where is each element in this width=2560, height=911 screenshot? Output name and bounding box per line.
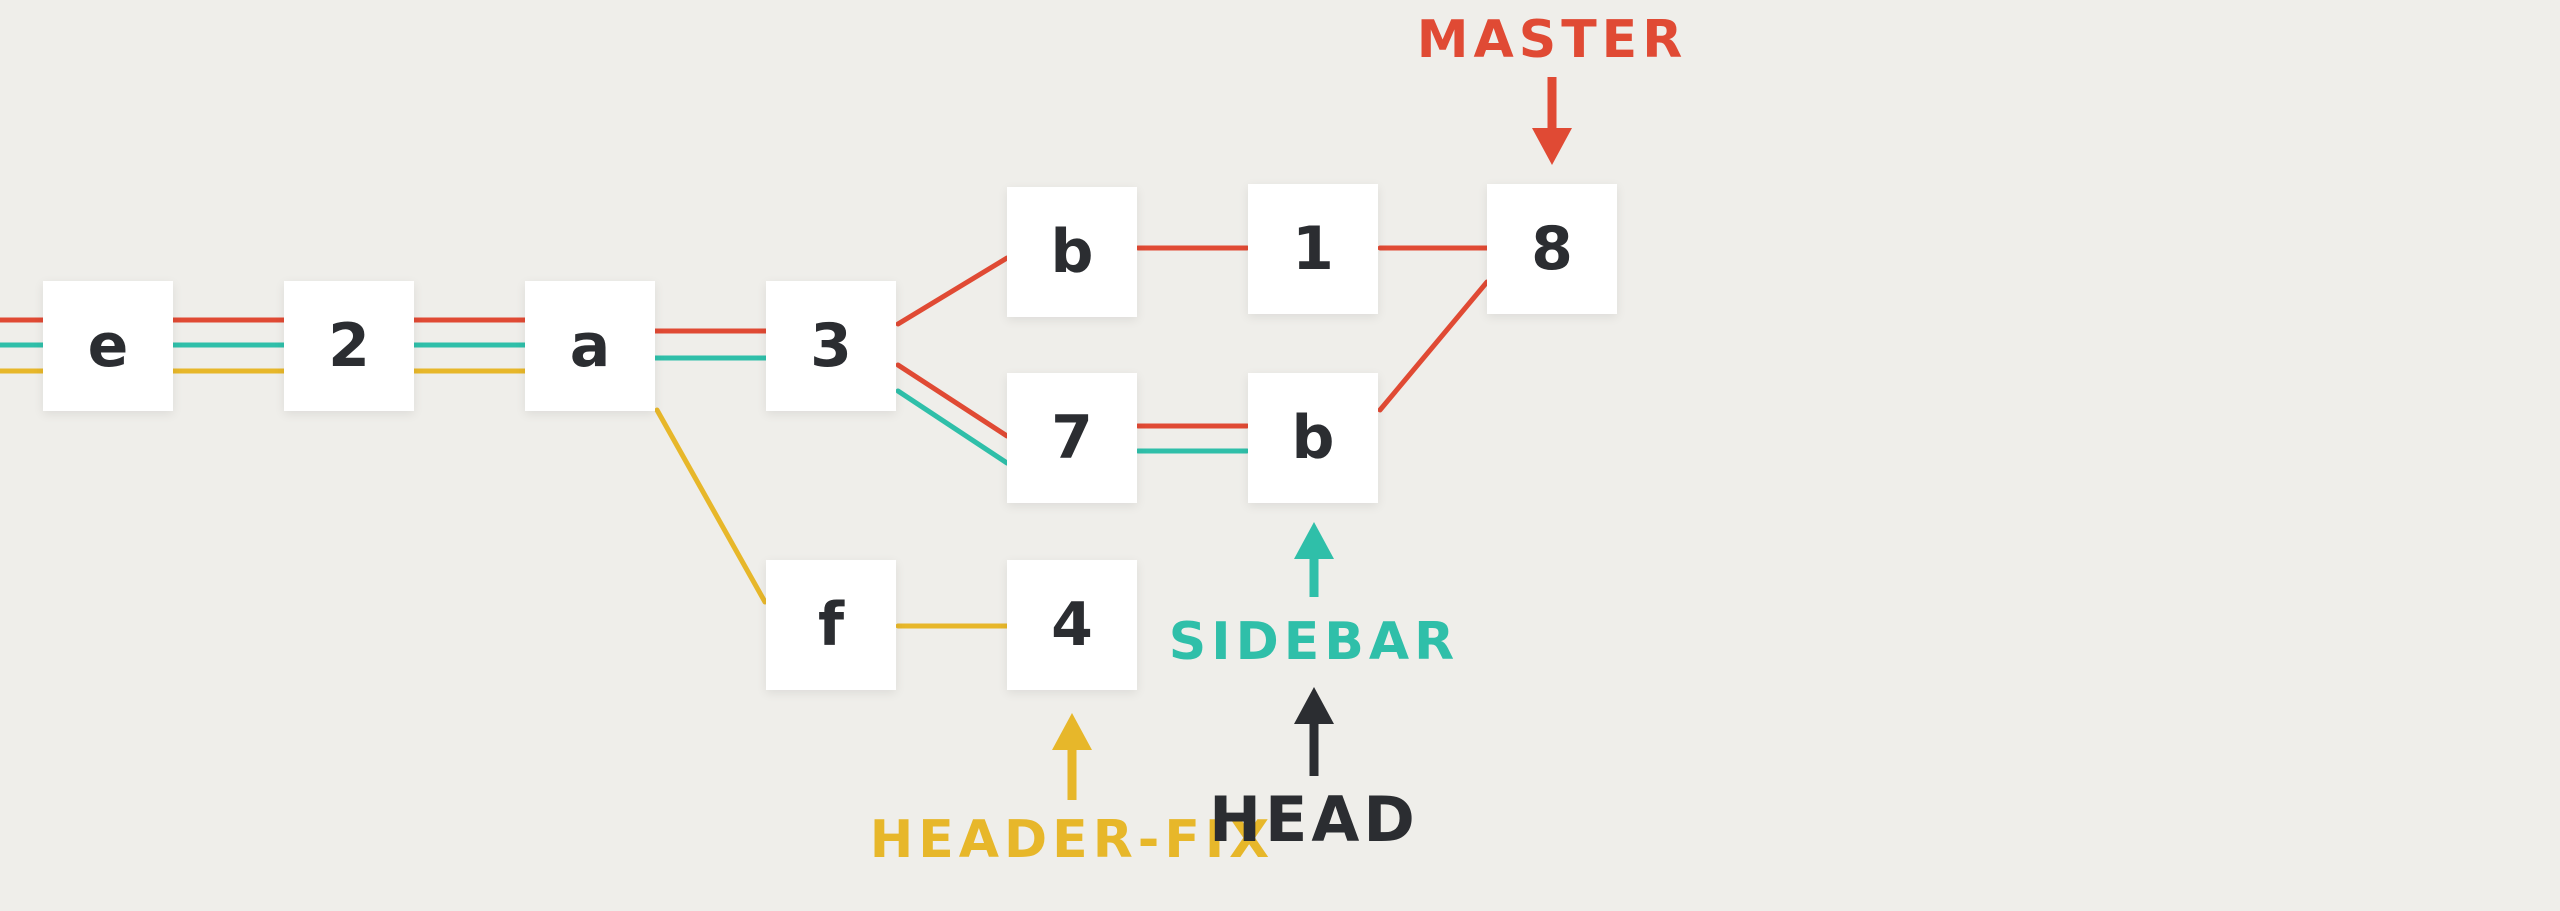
commit-label: e <box>87 311 129 381</box>
commit-label: 7 <box>1051 403 1093 473</box>
commit-label: 4 <box>1051 590 1093 660</box>
commit-node: b <box>1248 373 1378 503</box>
master-branch-label: MASTER <box>1416 10 1688 70</box>
commit-label: 8 <box>1531 214 1573 284</box>
head-pointer-label: HEAD <box>1209 783 1419 856</box>
commit-node: b <box>1007 187 1137 317</box>
commit-node: 7 <box>1007 373 1137 503</box>
headerfix-arrow <box>1052 713 1092 800</box>
edge-headerfix-a-f <box>654 407 768 605</box>
commit-label: 3 <box>810 311 852 381</box>
header-fix-branch-label: HEADER-FIX <box>869 810 1275 870</box>
edge-master-b-8 <box>1377 279 1490 413</box>
commit-label: b <box>1050 217 1094 287</box>
commit-node: 1 <box>1248 184 1378 314</box>
commit-node: 2 <box>284 281 414 411</box>
commit-node: f <box>766 560 896 690</box>
commit-label: 1 <box>1292 214 1334 284</box>
commit-label: a <box>569 311 611 381</box>
commit-label: 2 <box>328 311 370 381</box>
edge-master-3-7 <box>895 362 1010 439</box>
commit-node: 8 <box>1487 184 1617 314</box>
commit-node: a <box>525 281 655 411</box>
commit-label: f <box>817 590 845 660</box>
head-arrow <box>1294 687 1334 776</box>
sidebar-arrow <box>1294 522 1334 597</box>
edge-sidebar-3-7 <box>895 388 1010 466</box>
commit-node: 4 <box>1007 560 1137 690</box>
sidebar-branch-label: SIDEBAR <box>1168 612 1460 672</box>
commit-node: e <box>43 281 173 411</box>
edge-master-3-b <box>895 255 1010 327</box>
commit-label: b <box>1291 403 1335 473</box>
commit-node: 3 <box>766 281 896 411</box>
master-arrow <box>1532 77 1572 165</box>
